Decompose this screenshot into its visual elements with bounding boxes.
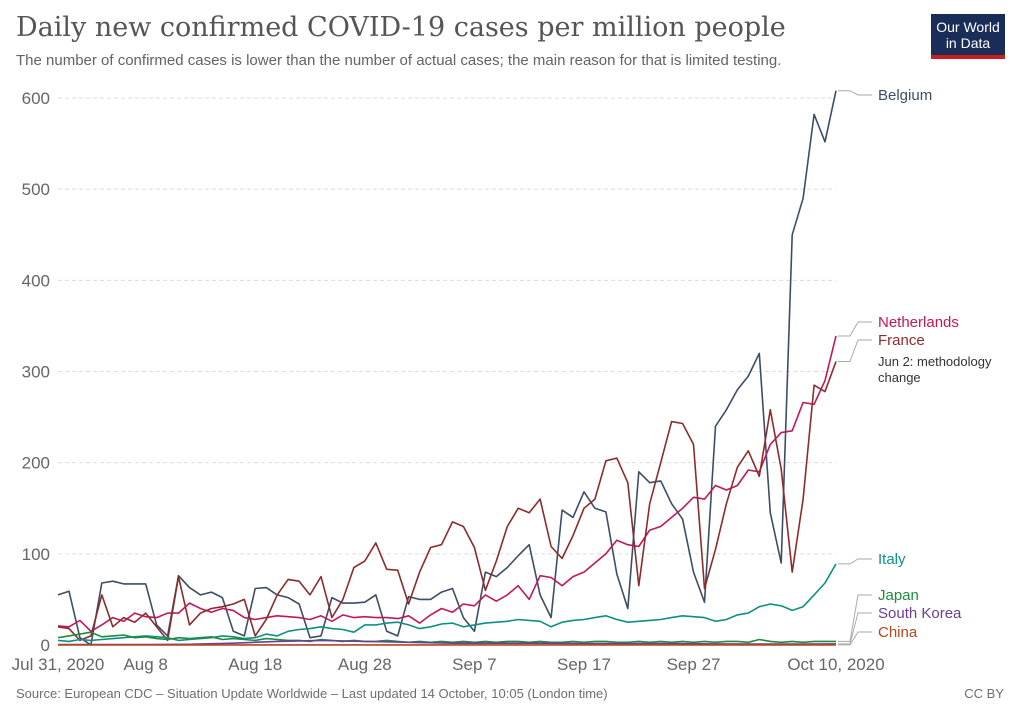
chart-title: Daily new confirmed COVID-19 cases per m… <box>16 12 786 43</box>
x-tick-label: Sep 17 <box>557 655 611 674</box>
series-connector <box>838 321 872 337</box>
series-connector <box>838 594 872 642</box>
license-link[interactable]: CC BY <box>964 686 1004 701</box>
x-tick-label: Sep 27 <box>667 655 721 674</box>
series-connector <box>838 339 872 362</box>
series-label[interactable]: Netherlands <box>878 314 959 331</box>
y-tick-label: 400 <box>22 271 50 290</box>
series-connector <box>838 612 872 645</box>
x-tick-label: Aug 28 <box>338 655 392 674</box>
series-label[interactable]: Japan <box>878 587 919 604</box>
series-label[interactable]: Belgium <box>878 87 932 104</box>
logo-accent-bar <box>931 55 1005 59</box>
series-line-belgium[interactable] <box>57 90 837 646</box>
source-note: Source: European CDC – Situation Update … <box>16 686 608 701</box>
y-tick-label: 0 <box>41 636 50 655</box>
series-label[interactable]: South Korea <box>878 605 962 622</box>
x-tick-label: Aug 18 <box>228 655 282 674</box>
logo-line-1: Our World <box>936 19 1000 35</box>
y-axis-ticks: 0 100 200 300 400 500 600 <box>22 89 50 655</box>
series-connector <box>838 558 872 565</box>
x-tick-label: Jul 31, 2020 <box>12 655 105 674</box>
series-connector <box>838 631 872 646</box>
x-axis-ticks: Jul 31, 2020 Aug 8 Aug 18 Aug 28 Sep 7 Sep 17… <box>12 655 885 674</box>
annotation-line-2: change <box>878 370 921 385</box>
y-tick-label: 600 <box>22 89 50 108</box>
y-tick-label: 200 <box>22 454 50 473</box>
chart-subtitle: The number of confirmed cases is lower t… <box>16 52 782 69</box>
x-tick-label: Oct 10, 2020 <box>787 655 884 674</box>
series-line-netherlands[interactable] <box>57 335 837 633</box>
series-line-japan[interactable] <box>57 631 836 644</box>
series-lines <box>57 90 837 646</box>
x-tick-label: Aug 8 <box>123 655 167 674</box>
y-tick-label: 300 <box>22 363 50 382</box>
annotation-line-1: Jun 2: methodology <box>878 354 992 369</box>
series-label[interactable]: Italy <box>878 551 906 568</box>
series-label[interactable]: China <box>878 624 918 641</box>
series-connector <box>838 90 872 96</box>
series-line-france[interactable] <box>57 361 837 642</box>
series-line-italy[interactable] <box>57 563 837 643</box>
y-tick-label: 100 <box>22 545 50 564</box>
x-tick-label: Sep 7 <box>452 655 496 674</box>
logo-line-2: in Data <box>945 35 991 51</box>
gridlines <box>58 97 836 646</box>
series-label[interactable]: France <box>878 332 925 349</box>
y-tick-label: 500 <box>22 180 50 199</box>
owid-logo[interactable]: Our World in Data <box>931 14 1005 59</box>
